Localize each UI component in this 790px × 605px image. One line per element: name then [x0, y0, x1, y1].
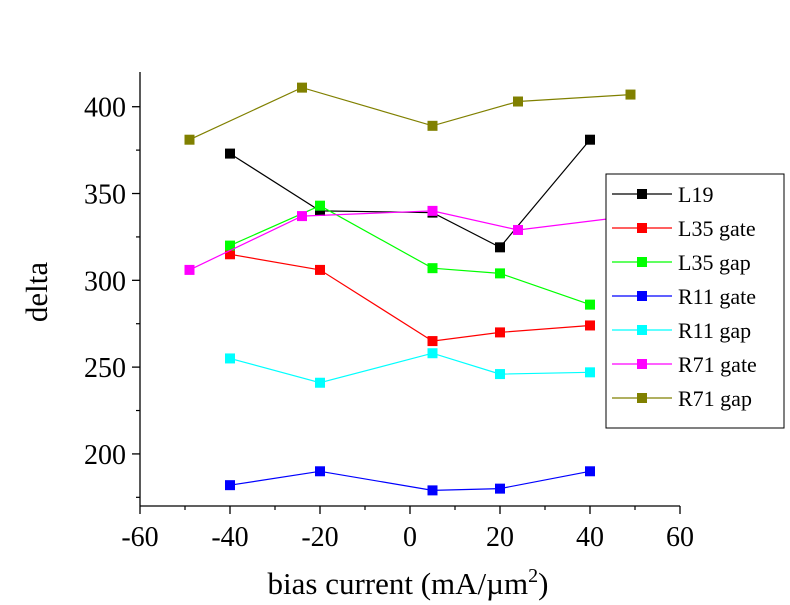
data-point [184, 134, 195, 145]
legend-item: L19 [612, 182, 713, 207]
series-l35-gate [225, 249, 595, 347]
x-tick-label: -20 [301, 522, 338, 553]
x-tick-label: -60 [121, 522, 158, 553]
y-axis-label: delta [19, 262, 54, 322]
data-point [225, 353, 235, 364]
series-l19 [225, 134, 595, 253]
x-tick-label: 40 [576, 522, 604, 553]
legend-item: R11 gap [612, 318, 751, 343]
legend-box [605, 173, 785, 429]
y-tick-label: 250 [84, 353, 126, 384]
series-r11-gap [225, 348, 595, 388]
legend-marker [637, 223, 647, 233]
data-point [315, 205, 325, 216]
legend-label: R11 gate [678, 284, 756, 309]
legend-items: L19 L35 gate L35 gap R11 gate R11 gap R71 gat… [612, 182, 757, 411]
legend-marker [637, 257, 647, 267]
data-point [184, 264, 195, 275]
data-point [495, 369, 505, 380]
data-point [495, 483, 505, 494]
series-line [189, 210, 631, 271]
tick-layer: -60 -40 -20 0 20 40 60 200 250 300 350 400 [84, 93, 694, 553]
legend-marker [637, 359, 647, 369]
legend-marker [637, 291, 647, 301]
plot-area: -60 -40 -20 0 20 40 60 200 250 300 350 400 [84, 72, 694, 553]
data-point [315, 264, 325, 275]
legend-label: L35 gate [678, 216, 756, 241]
legend-label: R71 gate [678, 352, 757, 377]
legend-label: L19 [678, 182, 713, 207]
series-line [229, 470, 591, 492]
legend-item: L35 gap [612, 250, 751, 275]
data-point [585, 466, 595, 477]
data-point [427, 120, 438, 131]
series-line [189, 86, 631, 141]
data-point [427, 263, 438, 274]
series-l35-gap [225, 200, 595, 310]
legend-label: L35 gap [678, 250, 751, 275]
legend-label: R11 gap [678, 318, 751, 343]
series-layer [184, 82, 636, 496]
y-tick-label: 200 [84, 440, 126, 471]
legend-item: R71 gate [612, 352, 757, 377]
data-point [297, 211, 307, 222]
data-point [585, 320, 595, 331]
series-line [229, 205, 591, 306]
legend-marker [637, 325, 647, 335]
data-point [625, 89, 636, 100]
x-axis-label: bias current (mA/µm2) [268, 565, 549, 601]
y-tick-label: 300 [84, 266, 126, 297]
data-point [427, 205, 438, 216]
series-line [229, 352, 591, 384]
data-point [495, 242, 505, 253]
series-line [229, 139, 591, 249]
legend-marker [637, 393, 647, 403]
data-point [427, 336, 438, 347]
data-point [585, 134, 595, 145]
data-point [315, 466, 325, 477]
legend-item: L35 gate [612, 216, 756, 241]
legend: L19 L35 gate L35 gap R11 gate R11 gap R71 gat… [605, 173, 785, 429]
data-point [225, 240, 235, 251]
data-point [225, 148, 235, 159]
x-tick-label: 20 [486, 522, 514, 553]
x-tick-label: 0 [403, 522, 417, 553]
legend-item: R71 gap [612, 386, 752, 411]
legend-label: R71 gap [678, 386, 752, 411]
data-point [585, 367, 595, 378]
data-point [225, 480, 235, 491]
data-point [495, 327, 505, 338]
data-point [513, 96, 523, 107]
data-point [427, 348, 438, 359]
data-point [315, 200, 325, 211]
series-r71-gate [184, 205, 636, 275]
legend-marker [637, 189, 647, 199]
series-r11-gate [225, 466, 595, 496]
x-tick-label: 60 [666, 522, 694, 553]
data-point [513, 224, 523, 235]
y-tick-label: 350 [84, 180, 126, 211]
y-tick-label: 400 [84, 93, 126, 124]
data-point [495, 268, 505, 279]
data-point [297, 82, 307, 93]
legend-item: R11 gate [612, 284, 756, 309]
series-r71-gap [184, 82, 636, 145]
x-tick-label: -40 [211, 522, 248, 553]
data-point [315, 377, 325, 388]
data-point [585, 299, 595, 310]
data-point [225, 249, 235, 260]
series-line [229, 253, 591, 342]
data-point [427, 485, 438, 496]
